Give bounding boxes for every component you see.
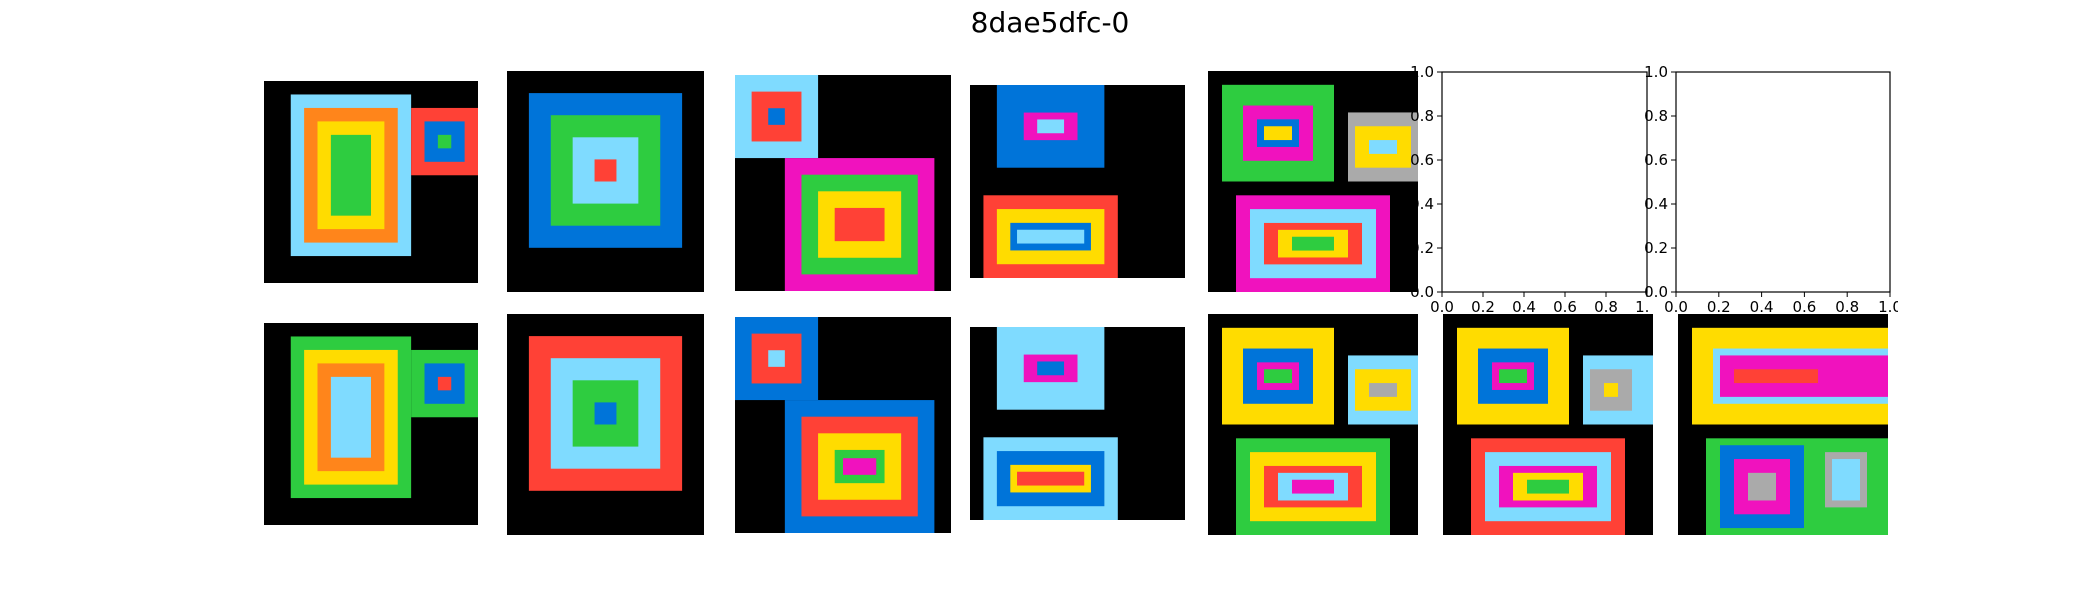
y-tick-label: 1.0 <box>1410 63 1434 81</box>
grid-block <box>834 207 885 242</box>
x-tick-label: 0.4 <box>1512 298 1536 316</box>
panel-row2-col5 <box>1208 314 1418 535</box>
figure-title: 8dae5dfc-0 <box>970 6 1130 39</box>
panel-row2-col3 <box>735 317 951 533</box>
grid-block <box>437 376 452 391</box>
x-tick-label: 0.0 <box>1430 298 1454 316</box>
panel-row2-col4 <box>970 327 1185 520</box>
panel-row2-col6 <box>1443 314 1653 535</box>
grid-block <box>1264 126 1292 141</box>
grid-block <box>1292 479 1334 494</box>
x-tick-label: 0.8 <box>1594 298 1618 316</box>
panel-row2-col7 <box>1678 314 1888 535</box>
grid-block <box>330 376 371 458</box>
x-tick-label: 1.0 <box>1878 298 1898 316</box>
grid-block <box>594 402 617 425</box>
y-tick-label: 0.2 <box>1644 239 1668 257</box>
panel-row2-col1 <box>264 323 478 525</box>
x-tick-label: 0.4 <box>1750 298 1774 316</box>
y-tick-label: 0.8 <box>1410 107 1434 125</box>
panel-row1-col4 <box>970 85 1185 278</box>
grid-block <box>1369 383 1397 397</box>
y-tick-label: 0.4 <box>1410 195 1434 213</box>
grid-block <box>1017 471 1085 486</box>
grid-block <box>1017 229 1085 244</box>
x-tick-label: 0.6 <box>1553 298 1577 316</box>
x-tick-label: 1.0 <box>1635 298 1650 316</box>
y-tick-label: 0.0 <box>1644 283 1668 301</box>
y-tick-label: 0.2 <box>1410 239 1434 257</box>
y-tick-label: 0.0 <box>1410 283 1434 301</box>
x-tick-label: 0.2 <box>1707 298 1731 316</box>
empty-axes-1: 0.0 0.2 0.4 0.6 0.8 1.0 0.0 0.2 0.4 0.6 0.8 1.0 <box>1410 63 1650 316</box>
grid-block <box>437 134 452 149</box>
grid-block <box>768 108 785 125</box>
y-tick-label: 0.8 <box>1644 107 1668 125</box>
axes-frame <box>1441 71 1648 293</box>
grid-block <box>1748 472 1776 501</box>
grid-block <box>1037 361 1065 376</box>
y-tick-label: 1.0 <box>1644 63 1668 81</box>
panel-row1-col2 <box>507 71 704 292</box>
y-tick-label: 0.4 <box>1644 195 1668 213</box>
grid-block <box>594 159 617 182</box>
panel-row2-col2 <box>507 314 704 535</box>
grid-block <box>1369 140 1397 154</box>
x-tick-label: 0.2 <box>1471 298 1495 316</box>
grid-block <box>330 134 371 216</box>
grid-block <box>843 458 877 475</box>
x-tick-label: 0.0 <box>1664 298 1688 316</box>
grid-block <box>1037 119 1065 134</box>
grid-block <box>1604 383 1618 397</box>
y-tick-label: 0.6 <box>1644 151 1668 169</box>
grid-block <box>768 350 785 367</box>
empty-axes-2: 0.0 0.2 0.4 0.6 0.8 1.0 0.0 0.2 0.4 0.6 0.8 1.0 <box>1644 63 1898 316</box>
grid-block <box>1527 479 1569 494</box>
panel-row1-col5 <box>1208 71 1418 292</box>
grid-block <box>1832 459 1860 501</box>
x-tick-label: 0.8 <box>1835 298 1859 316</box>
grid-block <box>1734 369 1818 384</box>
y-tick-label: 0.6 <box>1410 151 1434 169</box>
panel-row1-col3 <box>735 75 951 291</box>
panel-row1-col1 <box>264 81 478 283</box>
grid-block <box>1499 369 1527 384</box>
x-tick-label: 0.6 <box>1792 298 1816 316</box>
grid-block <box>1292 236 1334 251</box>
axes-frame <box>1675 71 1891 293</box>
grid-block <box>1264 369 1292 384</box>
